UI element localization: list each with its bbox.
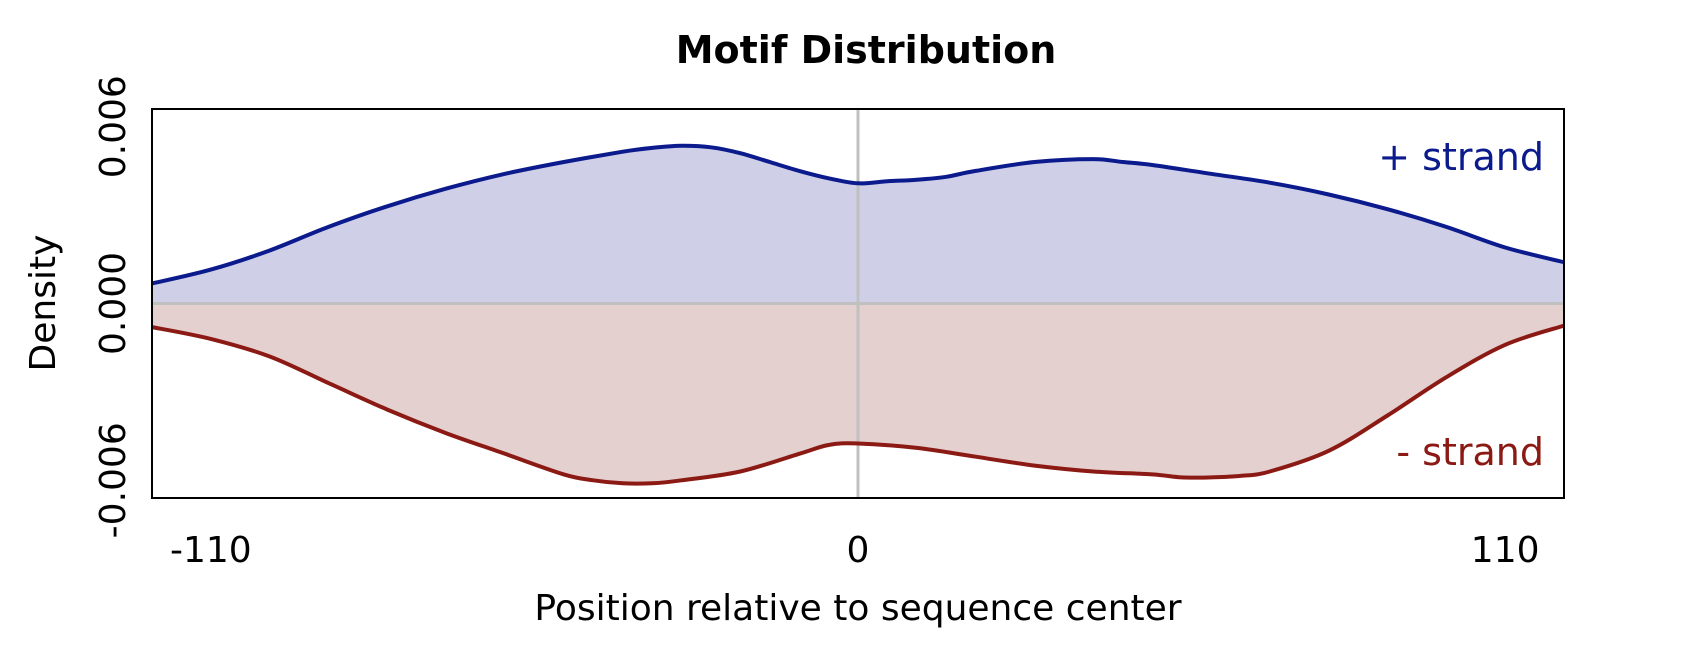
minus-strand-line xyxy=(151,323,1565,486)
legend-plus-strand: + strand xyxy=(1378,135,1544,179)
plot-frame xyxy=(151,108,1565,499)
y-tick-label: 0.006 xyxy=(93,75,134,178)
x-tick-label: -110 xyxy=(170,530,252,571)
y-axis-label: Density xyxy=(23,235,64,372)
x-axis-label: Position relative to sequence center xyxy=(534,588,1181,629)
y-tick-label: 0.000 xyxy=(93,252,134,355)
y-tick-label: -0.006 xyxy=(93,422,134,538)
chart-title: Motif Distribution xyxy=(676,28,1057,72)
legend-minus-strand: - strand xyxy=(1396,430,1544,474)
x-tick-label: 110 xyxy=(1471,530,1540,571)
plus-strand-line xyxy=(151,143,1565,286)
x-tick-label: 0 xyxy=(847,530,870,571)
